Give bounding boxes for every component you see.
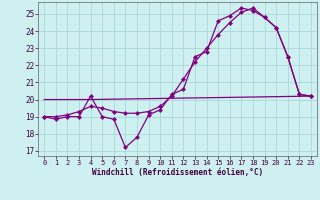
X-axis label: Windchill (Refroidissement éolien,°C): Windchill (Refroidissement éolien,°C) bbox=[92, 168, 263, 177]
